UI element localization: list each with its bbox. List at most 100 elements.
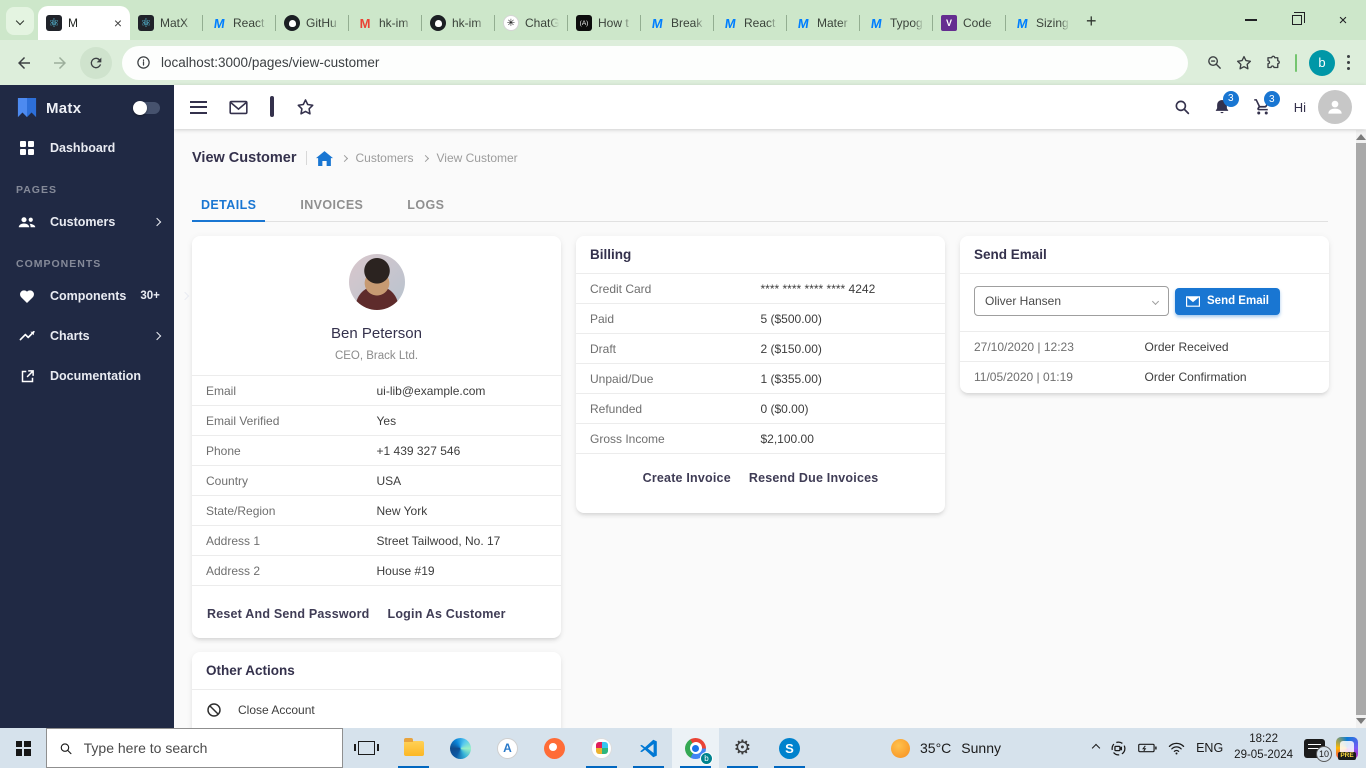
reload-icon[interactable] (80, 46, 112, 79)
browser-tab-active[interactable]: M × (38, 6, 130, 40)
star-icon[interactable] (296, 98, 315, 116)
meet-now-icon[interactable] (1110, 740, 1127, 757)
sidebar-item-charts[interactable]: Charts (0, 316, 174, 356)
battery-icon[interactable] (1138, 742, 1157, 754)
close-button[interactable]: × (1338, 11, 1348, 29)
browser-tab[interactable]: Mater (787, 6, 859, 40)
sidebar-item-documentation[interactable]: Documentation (0, 356, 174, 396)
email-event: Order Confirmation (1144, 369, 1247, 384)
brand: Matx (0, 85, 174, 128)
sidebar-item-dashboard[interactable]: Dashboard (0, 128, 174, 168)
mail-icon[interactable] (229, 100, 248, 115)
send-email-button[interactable]: Send Email (1175, 287, 1280, 315)
url-text[interactable]: localhost:3000/pages/view-customer (161, 55, 380, 70)
recipient-select[interactable]: Oliver Hansen (974, 286, 1169, 316)
file-explorer-button[interactable] (390, 728, 437, 768)
restore-button[interactable] (1274, 0, 1320, 40)
browser-tab[interactable]: ChatG (495, 6, 567, 40)
tab-search-button[interactable] (6, 7, 34, 35)
search-icon[interactable] (1173, 98, 1191, 116)
slack-button[interactable] (578, 728, 625, 768)
notification-count-badge: 3 (1222, 90, 1239, 107)
tab-details[interactable]: DETAILS (192, 189, 266, 222)
new-tab-button[interactable]: + (1086, 11, 1097, 31)
vertical-scrollbar[interactable] (1356, 130, 1366, 728)
scroll-up-arrow[interactable] (1356, 134, 1366, 140)
chevron-down-icon (1151, 297, 1160, 305)
browser-profile-avatar[interactable]: b (1309, 49, 1335, 76)
postman-button[interactable] (531, 728, 578, 768)
taskbar-clock[interactable]: 18:22 29-05-2024 (1234, 732, 1293, 763)
chrome-button[interactable]: b (672, 728, 719, 768)
forward-icon[interactable] (44, 47, 76, 79)
window-icon[interactable] (270, 96, 274, 117)
chrome-profile-badge: b (700, 752, 713, 765)
menu-kebab-icon[interactable] (1347, 55, 1350, 70)
taskbar-search[interactable] (46, 728, 343, 768)
browser-tab[interactable]: hk-im (349, 6, 421, 40)
home-icon[interactable] (315, 150, 333, 166)
address-bar[interactable]: localhost:3000/pages/view-customer (122, 45, 1188, 80)
user-avatar[interactable] (1318, 90, 1352, 124)
zoom-icon[interactable] (1206, 54, 1223, 71)
scrollbar-thumb[interactable] (1356, 143, 1366, 715)
menu-icon[interactable] (190, 100, 207, 114)
block-icon (206, 702, 222, 718)
start-button[interactable] (0, 728, 46, 768)
breadcrumb-divider (305, 151, 307, 165)
sidebar-toggle[interactable] (133, 101, 160, 115)
create-invoice-button[interactable]: Create Invoice (642, 471, 731, 485)
settings-button[interactable]: ⚙ (719, 728, 766, 768)
breadcrumb-item[interactable]: Customers (355, 151, 414, 165)
browser-tabstrip: M × MatX React GitHu hk-im hk-im ChatG H… (0, 0, 1366, 40)
taskbar-search-input[interactable] (83, 740, 330, 756)
chevron-right-icon (340, 154, 348, 162)
browser-tab[interactable]: hk-im (422, 6, 494, 40)
close-account-button[interactable]: Close Account (192, 689, 561, 728)
tab-close-icon[interactable]: × (113, 15, 122, 31)
field-value: +1 439 327 546 (376, 443, 461, 458)
tab-invoices[interactable]: INVOICES (300, 197, 364, 212)
browser-tab[interactable]: GitHu (276, 6, 348, 40)
browser-tab[interactable]: Sizing (1006, 6, 1078, 40)
send-email-button-label: Send Email (1207, 295, 1269, 307)
browser-tab[interactable]: Break (641, 6, 713, 40)
tab-logs[interactable]: LOGS (407, 197, 445, 212)
browser-tab[interactable]: Code (933, 6, 1005, 40)
wifi-icon[interactable] (1168, 742, 1185, 755)
minimize-button[interactable] (1228, 0, 1274, 40)
notifications-bell-icon[interactable]: 3 (1213, 90, 1239, 117)
reset-password-button[interactable]: Reset And Send Password (207, 607, 370, 621)
extensions-icon[interactable] (1265, 54, 1283, 72)
browser-tab[interactable]: React (714, 6, 786, 40)
browser-tab[interactable]: How t (568, 6, 640, 40)
copilot-icon[interactable]: PRE (1336, 737, 1358, 760)
info-icon[interactable] (136, 55, 151, 70)
weather-widget[interactable]: 35°C Sunny (891, 738, 1001, 758)
browser-tab[interactable]: Typog (860, 6, 932, 40)
field-value: 1 ($355.00) (760, 371, 822, 386)
browser-tab[interactable]: MatX (130, 6, 202, 40)
login-as-customer-button[interactable]: Login As Customer (387, 607, 506, 621)
mui-icon (722, 15, 738, 31)
cart-icon[interactable]: 3 (1253, 91, 1280, 116)
resend-due-invoices-button[interactable]: Resend Due Invoices (748, 471, 879, 485)
language-indicator[interactable]: ENG (1196, 741, 1224, 755)
field-label: Email Verified (206, 413, 280, 428)
customer-avatar (348, 254, 405, 310)
browser-tab[interactable]: React (203, 6, 275, 40)
task-view-button[interactable] (343, 728, 390, 768)
sidebar-item-customers[interactable]: Customers (0, 202, 174, 242)
scroll-down-arrow[interactable] (1356, 718, 1366, 724)
compass-app-button[interactable]: A (484, 728, 531, 768)
back-icon[interactable] (8, 47, 40, 79)
notification-center-icon[interactable]: 10 (1304, 738, 1332, 762)
trending-up-icon (18, 330, 36, 342)
edge-button[interactable] (437, 728, 484, 768)
field-value: Street Tailwood, No. 17 (376, 533, 501, 548)
bookmark-star-icon[interactable] (1235, 54, 1253, 72)
sidebar-item-components[interactable]: Components 30+ (0, 276, 190, 316)
tray-chevron-up-icon[interactable] (1091, 743, 1101, 753)
skype-button[interactable]: S (766, 728, 813, 768)
vscode-button[interactable] (625, 728, 672, 768)
